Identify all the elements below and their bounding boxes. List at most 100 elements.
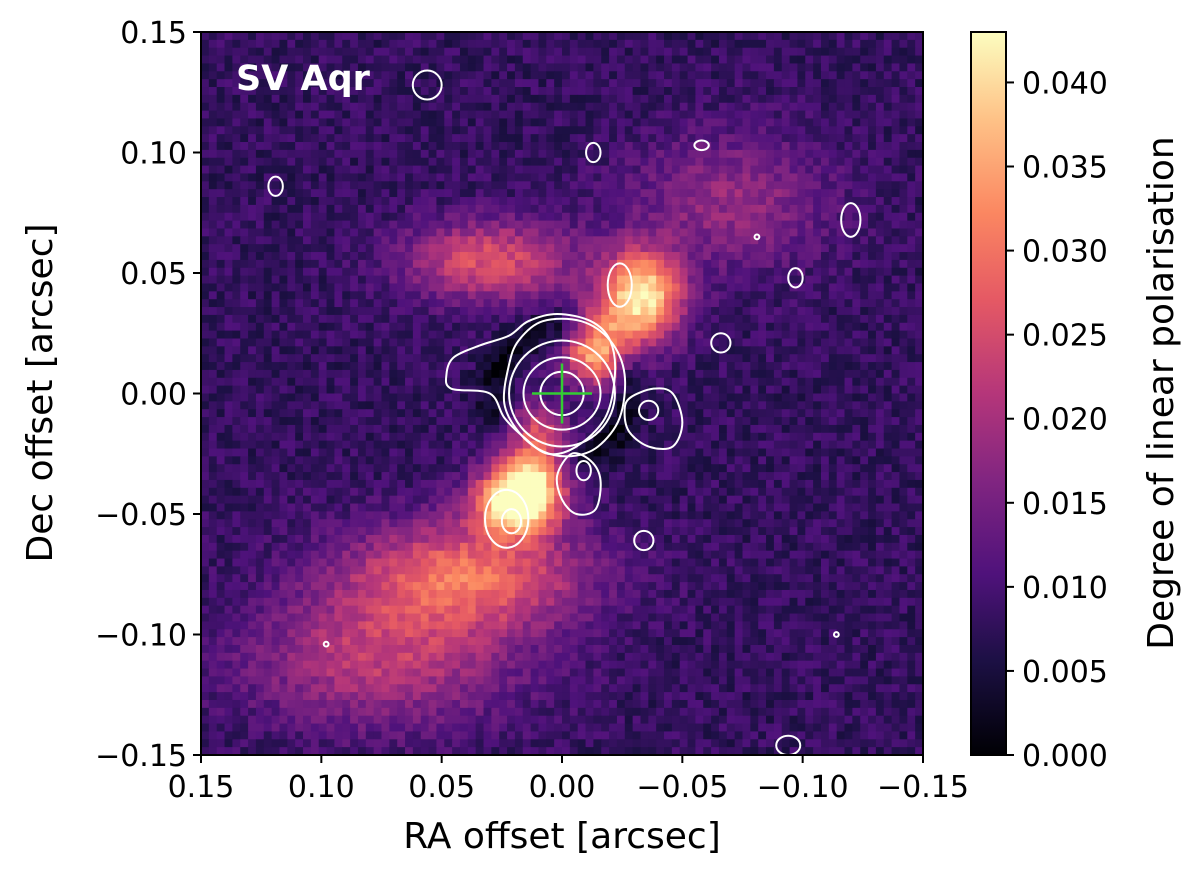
heatmap-cell — [538, 417, 547, 426]
heatmap-cell — [687, 236, 697, 245]
heatmap-cell — [216, 338, 226, 347]
heatmap-cell — [734, 440, 744, 450]
heatmap-cell — [577, 165, 587, 175]
heatmap-cell — [428, 307, 438, 316]
heatmap-cell — [240, 189, 249, 198]
heatmap-cell — [295, 440, 304, 450]
heatmap-cell — [891, 212, 901, 222]
heatmap-cell — [499, 228, 508, 237]
heatmap-cell — [860, 63, 869, 72]
heatmap-cell — [546, 362, 555, 371]
heatmap-cell — [467, 39, 477, 49]
heatmap-cell — [758, 236, 767, 245]
heatmap-cell — [671, 63, 681, 72]
heatmap-cell — [263, 102, 273, 112]
heatmap-cell — [679, 87, 689, 96]
heatmap-cell — [216, 267, 226, 277]
heatmap-cell — [459, 283, 469, 292]
heatmap-cell — [554, 87, 563, 96]
heatmap-cell — [420, 71, 430, 80]
heatmap-cell — [789, 369, 799, 379]
heatmap-cell — [216, 71, 226, 80]
heatmap-cell — [467, 322, 477, 332]
heatmap-cell — [514, 220, 524, 230]
heatmap-cell — [514, 299, 524, 308]
heatmap-cell — [891, 110, 901, 120]
heatmap-cell — [452, 299, 461, 308]
heatmap-cell — [444, 259, 453, 269]
heatmap-cell — [546, 102, 555, 112]
heatmap-cell — [522, 275, 532, 285]
heatmap-cell — [452, 204, 461, 214]
heatmap-cell — [742, 448, 751, 457]
heatmap-cell — [860, 417, 869, 426]
heatmap-cell — [915, 267, 923, 277]
heatmap-cell — [844, 173, 853, 182]
heatmap-cell — [350, 94, 359, 104]
heatmap-cell — [428, 102, 438, 112]
heatmap-cell — [899, 448, 908, 457]
heatmap-cell — [883, 401, 893, 410]
heatmap-cell — [420, 314, 430, 324]
heatmap-cell — [577, 244, 587, 253]
heatmap-cell — [679, 32, 689, 41]
heatmap-cell — [828, 283, 838, 292]
heatmap-cell — [695, 189, 704, 198]
heatmap-cell — [342, 401, 351, 410]
heatmap-cell — [577, 401, 587, 410]
heatmap-cell — [616, 393, 626, 402]
heatmap-cell — [562, 165, 571, 175]
heatmap-cell — [789, 32, 799, 41]
heatmap-cell — [562, 189, 571, 198]
heatmap-cell — [310, 181, 320, 190]
heatmap-cell — [820, 354, 830, 363]
heatmap-cell — [711, 149, 720, 159]
heatmap-cell — [201, 322, 210, 332]
heatmap-cell — [569, 401, 579, 410]
heatmap-cell — [718, 173, 728, 182]
heatmap-cell — [271, 346, 281, 355]
heatmap-cell — [664, 71, 673, 80]
heatmap-cell — [828, 409, 838, 418]
heatmap-cell — [679, 252, 689, 261]
heatmap-cell — [263, 236, 273, 245]
heatmap-cell — [671, 307, 681, 316]
heatmap-cell — [303, 299, 312, 308]
heatmap-cell — [789, 94, 799, 104]
heatmap-cell — [248, 197, 257, 206]
heatmap-cell — [569, 204, 579, 214]
heatmap-cell — [255, 314, 265, 324]
heatmap-cell — [742, 307, 751, 316]
heatmap-cell — [342, 173, 351, 182]
heatmap-cell — [499, 369, 508, 379]
heatmap-cell — [208, 87, 218, 96]
heatmap-cell — [373, 71, 383, 80]
heatmap-cell — [844, 149, 853, 159]
heatmap-cell — [334, 110, 343, 120]
heatmap-cell — [342, 377, 351, 387]
heatmap-cell — [326, 142, 336, 151]
heatmap-cell — [420, 149, 430, 159]
heatmap-cell — [303, 173, 312, 182]
heatmap-cell — [507, 236, 516, 245]
heatmap-cell — [734, 142, 744, 151]
heatmap-cell — [459, 267, 469, 277]
heatmap-cell — [405, 362, 414, 371]
heatmap-cell — [664, 236, 673, 245]
heatmap-cell — [585, 102, 594, 112]
heatmap-cell — [201, 377, 210, 387]
heatmap-cell — [766, 267, 775, 277]
heatmap-cell — [836, 94, 846, 104]
heatmap-cell — [452, 354, 461, 363]
heatmap-cell — [546, 275, 555, 285]
heatmap-cell — [326, 47, 336, 57]
heatmap-cell — [750, 385, 759, 395]
heatmap-cell — [224, 181, 233, 190]
heatmap-cell — [601, 212, 610, 222]
heatmap-cell — [907, 424, 916, 434]
heatmap-cell — [726, 299, 736, 308]
heatmap-cell — [632, 275, 642, 285]
heatmap-cell — [420, 307, 430, 316]
heatmap-cell — [891, 401, 901, 410]
heatmap-cell — [334, 142, 343, 151]
